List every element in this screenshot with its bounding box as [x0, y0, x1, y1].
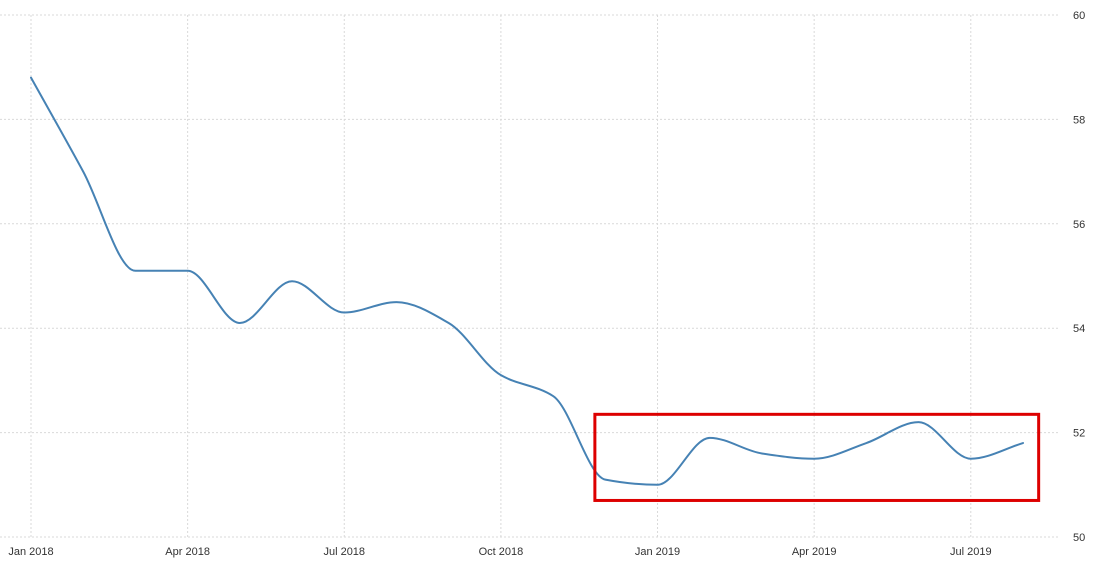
annotations	[593, 412, 1041, 502]
y-tick-label: 58	[1073, 114, 1085, 126]
series-lines	[30, 76, 1024, 486]
y-tick-label: 50	[1073, 532, 1085, 544]
highlight-rectangle	[593, 412, 1041, 502]
x-tick-label: Jul 2018	[323, 546, 365, 558]
y-tick-label: 60	[1073, 10, 1085, 22]
grid-lines	[0, 14, 1060, 538]
series-line	[30, 76, 1024, 486]
axis-tick-labels: 50 52 54 56 58 60 Jan 2018 Apr 2018 Jul 2018 Oct …	[8, 10, 1085, 558]
x-tick-label: Jan 2018	[8, 546, 53, 558]
x-tick-label: Apr 2019	[792, 546, 837, 558]
x-tick-label: Jan 2019	[635, 546, 680, 558]
y-tick-label: 54	[1073, 323, 1085, 335]
y-tick-label: 52	[1073, 428, 1085, 440]
x-tick-label: Apr 2018	[165, 546, 210, 558]
x-tick-label: Jul 2019	[950, 546, 992, 558]
x-tick-label: Oct 2018	[479, 546, 524, 558]
y-tick-label: 56	[1073, 219, 1085, 231]
